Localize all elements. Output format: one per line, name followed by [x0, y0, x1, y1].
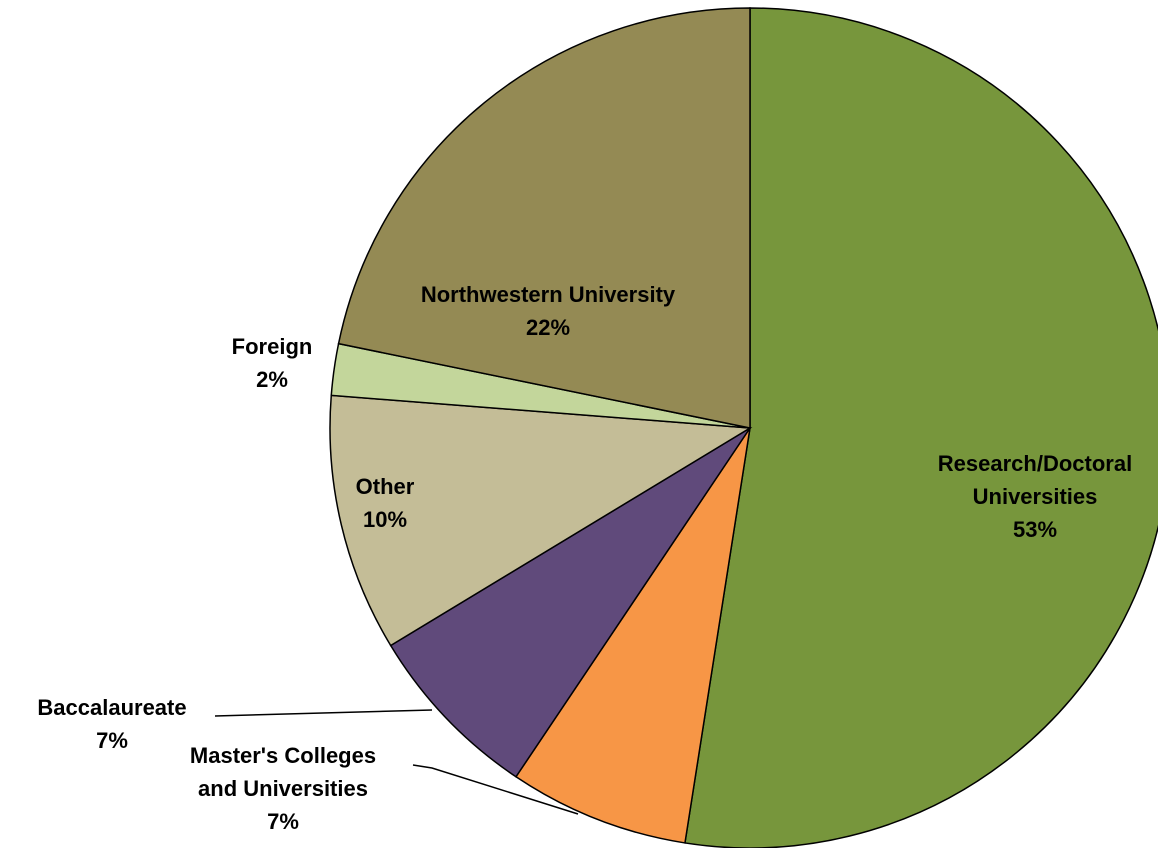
leader-line	[412, 764, 579, 815]
pie-slice	[389, 427, 751, 778]
slice-label: Northwestern University	[421, 282, 676, 307]
slice-label: Research/Doctoral Universities	[938, 451, 1132, 509]
slice-label: Foreign	[232, 334, 313, 359]
pie-slice	[337, 7, 751, 429]
pie-slice	[514, 427, 751, 844]
slice-value-label: 10%	[363, 507, 407, 532]
slice-value-label: 7%	[267, 809, 299, 834]
slice-value-label: 2%	[256, 367, 288, 392]
slice-label: Baccalaureate	[37, 695, 186, 720]
slice-value-label: 7%	[96, 728, 128, 753]
slice-value-label: 22%	[526, 315, 570, 340]
leader-line	[214, 709, 433, 717]
pie-slice	[329, 394, 753, 647]
slice-value-label: 53%	[1013, 517, 1057, 542]
slice-label: Master's Colleges and Universities	[190, 743, 376, 801]
pie-slice	[684, 7, 1158, 848]
slice-label: Other	[356, 474, 415, 499]
